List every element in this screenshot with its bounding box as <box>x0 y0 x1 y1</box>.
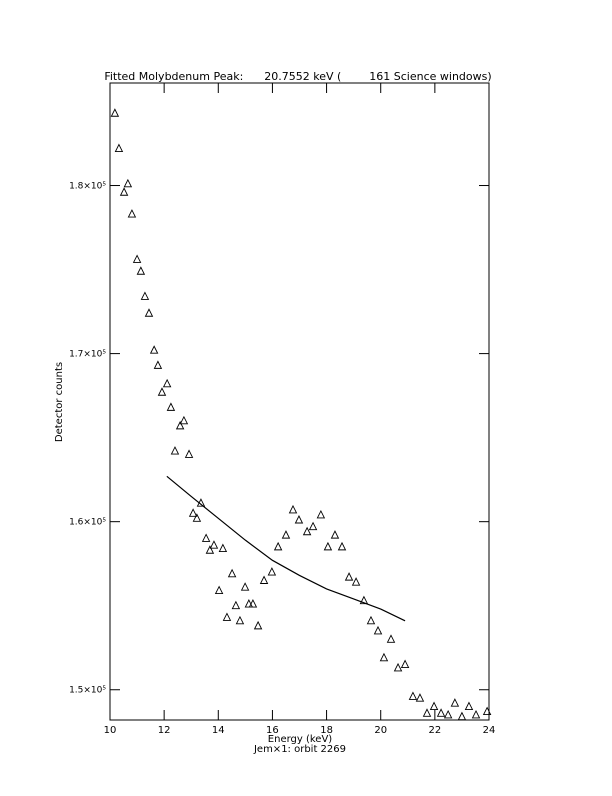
data-point <box>140 291 150 300</box>
x-tick-label: 20 <box>374 725 387 736</box>
data-point <box>450 698 460 707</box>
chart-title: Fitted Molybdenum Peak: 20.7552 keV ( 16… <box>104 70 491 83</box>
data-point <box>288 504 298 514</box>
data-point <box>281 530 291 539</box>
data-point <box>188 508 198 517</box>
data-point <box>149 345 159 354</box>
data-point <box>259 575 269 584</box>
data-point <box>351 577 361 586</box>
data-point <box>244 599 254 608</box>
data-point <box>231 600 241 610</box>
data-point <box>114 143 124 152</box>
data-point <box>373 625 383 635</box>
data-point <box>144 308 154 317</box>
data-point <box>386 634 396 643</box>
data-point <box>429 701 439 711</box>
data-point <box>464 701 474 711</box>
data-point <box>273 541 283 551</box>
x-tick-label: 14 <box>212 725 225 736</box>
x-tick-label: 16 <box>266 725 279 736</box>
data-point <box>393 662 403 672</box>
data-point <box>132 254 142 263</box>
data-point <box>323 541 333 551</box>
data-point <box>209 540 219 549</box>
data-point <box>192 513 202 522</box>
data-point <box>205 545 215 554</box>
data-point <box>366 615 376 625</box>
data-point <box>436 708 446 717</box>
data-point <box>201 533 211 542</box>
subtitle: Jem×1: orbit 2269 <box>253 744 346 755</box>
fit-line <box>166 475 406 622</box>
data-point <box>166 402 176 411</box>
data-point <box>316 509 326 519</box>
data-point <box>214 585 224 595</box>
data-point <box>222 612 232 621</box>
x-tick-label: 22 <box>428 725 441 736</box>
data-point <box>179 415 189 425</box>
y-tick-label: 1.7×10⁵ <box>69 350 106 360</box>
data-point <box>248 599 258 608</box>
data-point <box>157 387 167 396</box>
data-point <box>308 521 318 531</box>
data-point <box>227 568 237 578</box>
data-point <box>123 178 133 188</box>
data-point <box>127 209 137 218</box>
data-point <box>267 567 277 576</box>
data-point <box>400 659 410 668</box>
data-point <box>240 582 250 591</box>
data-point <box>379 652 389 662</box>
x-tick-label: 10 <box>104 725 117 736</box>
data-point <box>253 620 263 630</box>
x-axis-label: Energy (keV) <box>268 734 333 745</box>
y-tick-label: 1.6×10⁵ <box>69 518 106 528</box>
data-point <box>422 708 432 717</box>
data-point <box>294 514 304 524</box>
data-point <box>457 711 467 721</box>
data-point <box>443 709 453 719</box>
data-point <box>482 706 492 716</box>
y-axis-label: Detector counts <box>54 362 65 442</box>
y-tick-label: 1.8×10⁵ <box>69 182 106 192</box>
data-point <box>235 615 245 625</box>
data-point <box>184 449 194 458</box>
data-point <box>218 543 228 553</box>
data-point <box>170 446 180 455</box>
x-tick-label: 18 <box>320 725 333 736</box>
data-point <box>136 266 146 275</box>
plot-frame <box>109 82 490 721</box>
data-point <box>408 691 418 700</box>
data-point <box>344 572 354 581</box>
data-point <box>110 108 120 117</box>
data-point <box>153 360 163 369</box>
data-point <box>162 378 172 388</box>
data-point <box>175 420 185 430</box>
data-point <box>337 541 347 551</box>
data-point <box>359 595 369 605</box>
x-tick-label: 24 <box>483 725 496 736</box>
y-tick-label: 1.5×10⁵ <box>69 686 106 696</box>
data-point <box>330 530 340 539</box>
x-tick-label: 12 <box>158 725 171 736</box>
data-point <box>471 709 481 719</box>
data-point <box>415 693 425 702</box>
data-point <box>119 187 129 196</box>
data-point <box>302 526 312 536</box>
